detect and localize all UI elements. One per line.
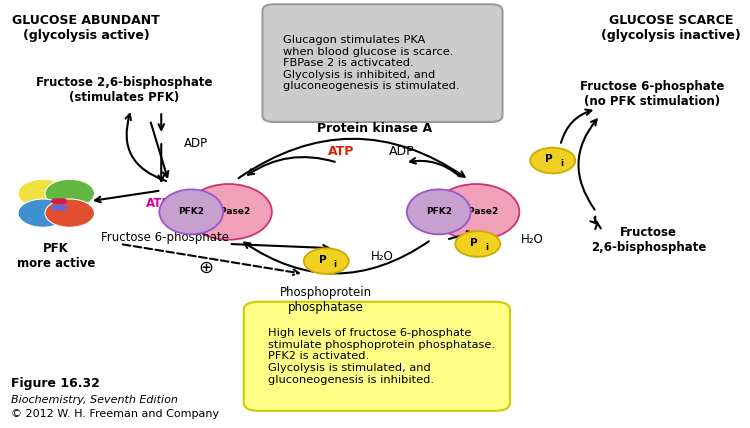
Circle shape <box>304 248 349 274</box>
Text: Fructose 6-phosphate: Fructose 6-phosphate <box>101 231 230 244</box>
Text: Biochemistry, Seventh Edition: Biochemistry, Seventh Edition <box>11 395 178 405</box>
Text: Figure 16.32: Figure 16.32 <box>11 377 100 389</box>
Text: FBPase2: FBPase2 <box>454 207 498 217</box>
Text: High levels of fructose 6-phosphate
stimulate phosphoprotein phosphatase.
PFK2 i: High levels of fructose 6-phosphate stim… <box>268 328 495 384</box>
Circle shape <box>57 205 68 211</box>
Text: ⊕: ⊕ <box>199 259 214 276</box>
FancyBboxPatch shape <box>244 302 510 411</box>
Circle shape <box>51 205 62 211</box>
Circle shape <box>455 231 500 257</box>
Circle shape <box>51 198 62 204</box>
Text: PFK
more active: PFK more active <box>17 242 95 270</box>
Text: Fructose
2,6-bisphosphate: Fructose 2,6-bisphosphate <box>591 226 706 254</box>
FancyBboxPatch shape <box>262 4 503 122</box>
Text: P: P <box>545 154 553 164</box>
Text: PFK2: PFK2 <box>426 207 451 217</box>
Circle shape <box>57 198 68 204</box>
Ellipse shape <box>406 189 471 235</box>
Text: P: P <box>319 255 326 265</box>
Text: i: i <box>485 243 488 252</box>
Text: GLUCOSE ABUNDANT
(glycolysis active): GLUCOSE ABUNDANT (glycolysis active) <box>12 14 160 42</box>
Text: ATP: ATP <box>146 197 171 210</box>
Text: ADP: ADP <box>388 146 414 158</box>
Circle shape <box>18 179 68 208</box>
Ellipse shape <box>433 184 519 240</box>
Text: P: P <box>470 238 478 248</box>
Text: Protein kinase A: Protein kinase A <box>317 122 433 135</box>
Text: Glucagon stimulates PKA
when blood glucose is scarce.
FBPase 2 is activcated.
Gl: Glucagon stimulates PKA when blood gluco… <box>283 35 459 91</box>
Text: Fructose 6-phosphate
(no PFK stimulation): Fructose 6-phosphate (no PFK stimulation… <box>580 80 724 108</box>
Circle shape <box>45 199 94 227</box>
Text: Fructose 2,6-bisphosphate
(stimulates PFK): Fructose 2,6-bisphosphate (stimulates PF… <box>35 76 212 104</box>
Text: ATP: ATP <box>328 146 355 158</box>
Circle shape <box>45 179 94 208</box>
Text: Phosphoprotein
phosphatase: Phosphoprotein phosphatase <box>280 285 372 314</box>
Ellipse shape <box>159 189 224 235</box>
Text: H₂O: H₂O <box>521 233 544 246</box>
Text: GLUCOSE SCARCE
(glycolysis inactive): GLUCOSE SCARCE (glycolysis inactive) <box>602 14 741 42</box>
Text: i: i <box>560 159 563 169</box>
Circle shape <box>530 148 575 173</box>
Text: FBPase2: FBPase2 <box>207 207 251 217</box>
Text: © 2012 W. H. Freeman and Company: © 2012 W. H. Freeman and Company <box>11 409 219 419</box>
Circle shape <box>18 199 68 227</box>
Text: PFK2: PFK2 <box>178 207 204 217</box>
Ellipse shape <box>186 184 272 240</box>
Text: H₂O: H₂O <box>371 250 394 263</box>
Text: ADP: ADP <box>184 137 208 150</box>
Text: i: i <box>334 260 337 269</box>
